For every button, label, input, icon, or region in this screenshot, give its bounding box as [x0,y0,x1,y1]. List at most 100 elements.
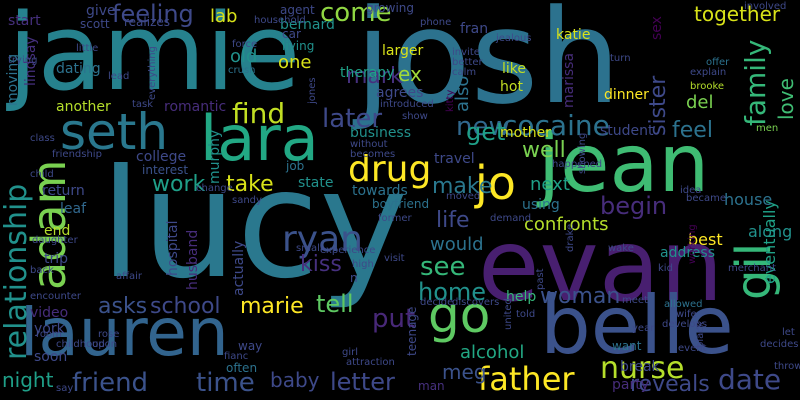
word-del: del [686,92,714,113]
word-became: became [686,193,727,204]
word-sex: sex [649,16,665,40]
word-home: home [418,278,487,306]
word-mark: mark [346,64,403,89]
word-fran: fran [460,21,489,37]
word-video: video [30,305,69,321]
word-also: also [452,75,473,112]
word-father: father [478,360,575,398]
word-lara: lara [200,102,319,175]
word-small: small [296,243,323,254]
word-decides: decides [760,339,799,350]
word-school: school [150,294,221,319]
word-go: go [428,286,491,344]
word-life: life [436,208,470,233]
word-josh: josh [355,0,621,133]
word-attraction: attraction [346,357,395,368]
word-crush: crush [228,65,256,76]
word-without: without [350,139,388,150]
word-fianc: fianc [224,351,249,362]
word-let: let [782,327,795,338]
word-nurse: nurse [600,351,685,386]
word-alcohol: alcohol [460,342,525,363]
word-n: n [350,271,358,285]
word-hospital: hospital [165,220,181,276]
word-rose: rose [98,329,120,340]
word-york: york [34,321,65,337]
word-involved: involved [744,1,787,12]
word-jo: jo [475,156,516,210]
word-offer: offer [706,57,730,68]
word-give: give [86,3,116,19]
word-tell: tell [316,290,354,318]
word-see: see [420,252,466,282]
word-job: job [286,159,305,173]
word-well: well [522,138,566,163]
word-ryan: ryan [282,219,363,260]
word-party: party [612,377,649,393]
word-experience: experience [320,245,376,256]
word-scott: scott [80,17,110,31]
word-discovers: discovers [452,297,500,308]
word-interest: interest [142,163,189,177]
word-friendship: friendship [52,149,102,160]
word-ex: ex [398,62,422,86]
word-turn: turn [610,53,631,64]
word-invite: invite [452,47,480,58]
word-time: time [196,368,255,398]
word-boyfriend: boyfriend [372,197,430,211]
word-meg: meg [442,360,487,384]
word-love: love [774,78,798,120]
word-next: next [530,174,570,195]
word-working: working [687,224,698,264]
word-visit: visit [384,253,405,264]
word-force: force [232,39,258,50]
word-end: end [44,223,71,239]
word-united: united [503,298,514,330]
word-begin: begin [600,192,668,220]
word-decide: decide [420,297,454,308]
word-jamie: jamie [8,0,301,114]
word-relationship: relationship [0,183,34,360]
word-feel: feel [672,118,713,143]
word-change: change [196,183,233,194]
word-like: like [502,61,527,77]
word-demand: demand [490,213,532,224]
word-student: student [600,123,654,139]
word-phone: phone [420,17,452,28]
word-man: man [418,379,445,393]
word-explain: explain [690,67,727,78]
word-car: car [282,27,301,41]
word-dating: dating [56,61,101,77]
word-better: better [452,57,483,68]
word-belle: belle [540,279,734,372]
word-affair: affair [116,271,143,282]
word-allowed: allowed [664,299,703,310]
word-told: told [516,309,536,320]
word-encounter: encounter [30,291,81,302]
word-former: former [378,213,412,224]
word-later: later [322,104,383,134]
word-wife: wife [676,309,697,320]
word-state: state [298,175,334,191]
word-hot: hot [500,79,523,95]
word-lab: lab [210,6,238,27]
word-work: work [152,172,206,197]
word-confronts: confronts [524,214,609,235]
word-night: night [2,368,54,392]
word-mother: mother [500,125,551,141]
word-little: little [76,43,99,54]
word-daughter: daughter [32,235,78,246]
word-becomes: becomes [350,149,396,160]
word-soon: soon [34,349,68,365]
word-business: business [350,125,412,141]
word-childhood: childhood [56,339,105,350]
word-back: back [30,265,54,276]
word-towards: towards [352,183,408,199]
word-idea: idea [680,185,702,196]
word-often: often [226,361,258,375]
word-say: say [56,383,74,394]
word-task: task [132,99,154,110]
word-show: show [402,111,428,122]
word-jealous: jealous [496,33,532,44]
